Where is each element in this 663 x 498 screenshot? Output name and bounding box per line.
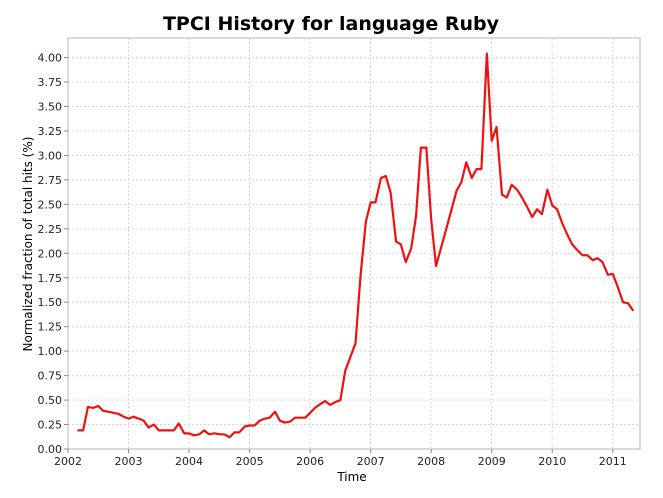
- y-axis-label: Normalized fraction of total hits (%): [21, 137, 35, 352]
- x-axis-ticks: 2002 2003 2004 2005 2006 2007 2008 2009 2010 2011: [54, 449, 627, 468]
- x-tick-label: 2008: [417, 455, 445, 468]
- y-tick-label: 2.75: [38, 174, 63, 187]
- x-tick-label: 2010: [538, 455, 566, 468]
- y-tick-label: 3.75: [38, 76, 63, 89]
- x-tick-label: 2004: [175, 455, 203, 468]
- y-tick-label: 3.25: [38, 125, 63, 138]
- y-tick-label: 0.00: [38, 443, 63, 456]
- y-tick-label: 3.50: [38, 101, 63, 114]
- y-tick-label: 1.50: [38, 296, 63, 309]
- chart-title: TPCI History for language Ruby: [163, 13, 500, 35]
- y-tick-label: 2.25: [38, 223, 63, 236]
- grid: [67, 38, 640, 450]
- y-tick-label: 1.75: [38, 272, 63, 285]
- x-tick-label: 2009: [478, 455, 506, 468]
- x-tick-label: 2002: [54, 455, 82, 468]
- y-tick-label: 3.00: [38, 149, 63, 162]
- x-tick-label: 2011: [599, 455, 627, 468]
- y-tick-label: 0.25: [38, 419, 63, 432]
- x-axis-label: Time: [336, 470, 366, 484]
- series-layer: [77, 52, 634, 439]
- series-line: [77, 52, 634, 439]
- y-tick-label: 2.50: [38, 198, 63, 211]
- plot-area-border: [67, 37, 641, 450]
- x-tick-label: 2007: [357, 455, 385, 468]
- x-tick-label: 2006: [296, 455, 324, 468]
- y-tick-label: 0.75: [38, 370, 63, 383]
- y-axis-ticks: 0.00 0.25 0.50 0.75 1.00 1.25 1.50 1.75 2.00 2.25…: [38, 52, 68, 456]
- y-tick-label: 0.50: [38, 394, 63, 407]
- x-tick-label: 2003: [115, 455, 143, 468]
- y-tick-label: 1.00: [38, 345, 63, 358]
- x-tick-label: 2005: [236, 455, 264, 468]
- y-tick-label: 2.00: [38, 247, 63, 260]
- y-tick-label: 4.00: [38, 52, 63, 65]
- y-tick-label: 1.25: [38, 321, 63, 334]
